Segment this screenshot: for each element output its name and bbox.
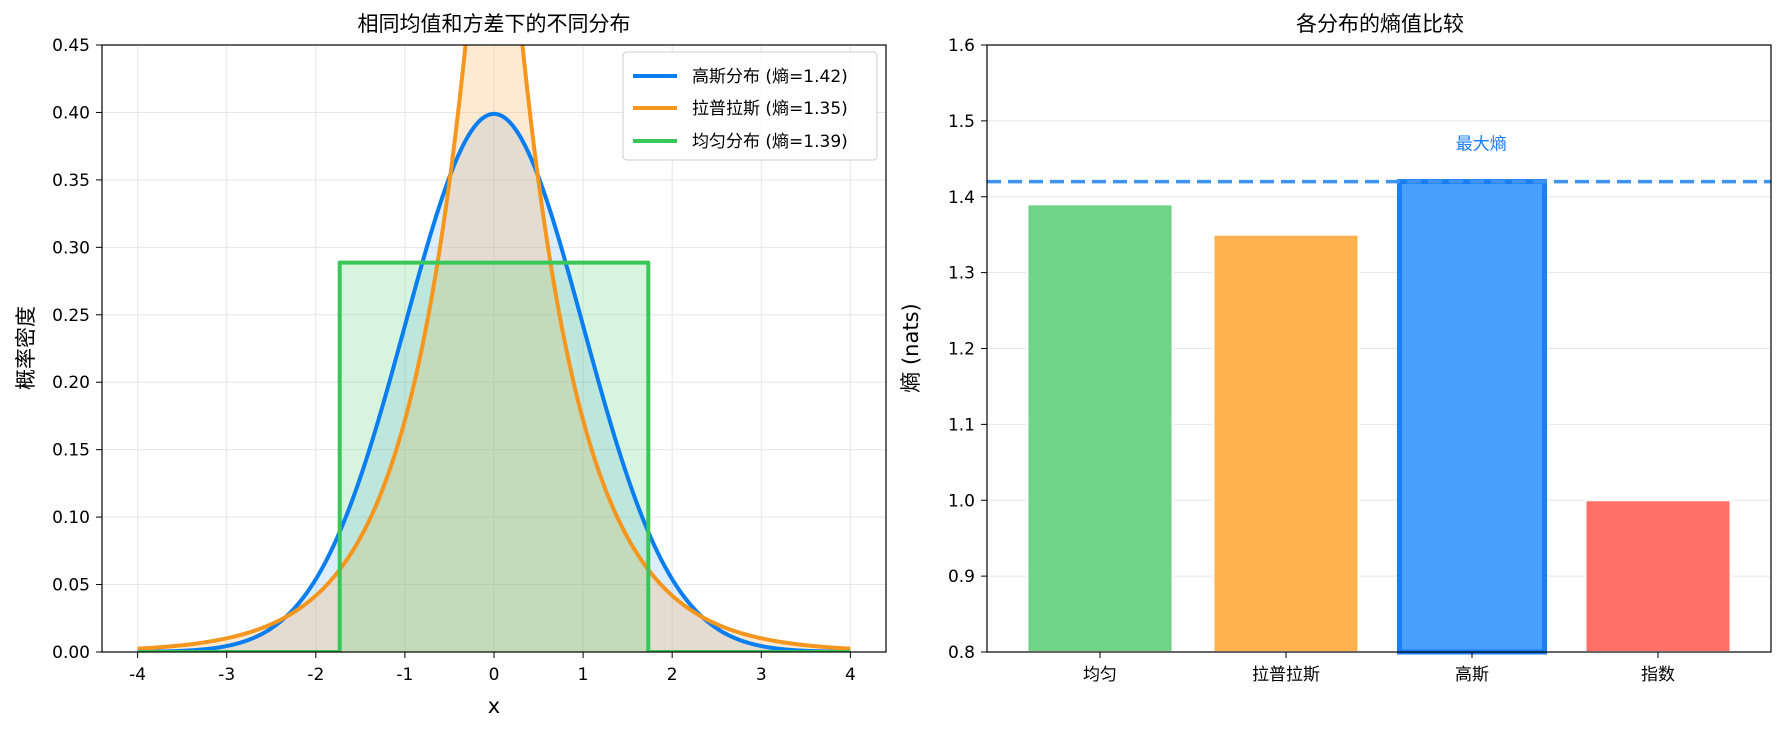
right-y-tick-label: 1.0 [948, 491, 975, 511]
legend-label-uniform: 均匀分布 (熵=1.39) [692, 132, 848, 152]
right-bars [1026, 179, 1732, 655]
left-y-tick-label: 0.20 [52, 373, 90, 393]
right-y-axis-label: 熵 (nats) [899, 303, 923, 392]
left-y-tick-label: 0.30 [52, 238, 90, 258]
left-x-tick-label: -4 [129, 665, 146, 685]
left-y-tick-label: 0.35 [52, 171, 90, 191]
left-x-tick-label: -2 [307, 665, 324, 685]
series-line-gaussian [136, 111, 852, 652]
right-y-tick-label: 1.1 [948, 415, 975, 435]
right-chart: 各分布的熵值比较 最大熵 均匀 拉普拉斯 高斯 指数 0.8 0.9 1.0 1.1 1.2 1… [899, 12, 1772, 685]
left-y-tick-label: 0.10 [52, 508, 90, 528]
bar-2 [1212, 233, 1360, 653]
legend-box [622, 51, 878, 161]
right-y-tick-label: 1.6 [948, 36, 975, 56]
series-fill-uniform [137, 262, 851, 652]
right-x-tick-label: 均匀 [1083, 665, 1117, 685]
left-x-tick-label: 0 [489, 665, 500, 685]
right-y-tick-label: 1.3 [948, 264, 975, 284]
left-x-tick-label: 4 [845, 665, 856, 685]
right-x-ticks: 均匀 拉普拉斯 高斯 指数 [1083, 652, 1675, 685]
left-x-axis-label: x [488, 694, 500, 718]
right-chart-title: 各分布的熵值比较 [1296, 12, 1464, 36]
left-y-tick-label: 0.05 [52, 576, 90, 596]
left-x-ticks: -4 -3 -2 -1 0 1 2 3 4 [129, 652, 856, 685]
left-legend: 高斯分布 (熵=1.42) 拉普拉斯 (熵=1.35) 均匀分布 (熵=1.39… [622, 51, 878, 161]
left-y-axis-label: 概率密度 [14, 306, 38, 390]
series-fill-gaussian [137, 113, 851, 652]
left-y-tick-label: 0.25 [52, 306, 90, 326]
left-y-tick-label: 0.15 [52, 441, 90, 461]
right-x-tick-label: 拉普拉斯 [1252, 665, 1320, 685]
left-x-tick-label: -1 [396, 665, 413, 685]
series-fill-laplace [137, 45, 851, 652]
left-plot-area [136, 45, 852, 652]
series-line-laplace [136, 45, 852, 651]
left-y-tick-label: 0.00 [52, 643, 90, 663]
legend-label-gaussian: 高斯分布 (熵=1.42) [692, 67, 848, 87]
left-chart: 相同均值和方差下的不同分布 -4 -3 -2 -1 0 1 2 3 4 0.00 0.05 0.10… [14, 12, 887, 718]
left-y-tick-label: 0.45 [52, 36, 90, 56]
left-x-tick-label: -3 [218, 665, 235, 685]
left-y-tick-label: 0.40 [52, 103, 90, 123]
right-y-ticks: 0.8 0.9 1.0 1.1 1.2 1.3 1.4 1.5 1.6 [948, 36, 987, 663]
bar-1 [1026, 203, 1174, 653]
left-x-tick-label: 1 [578, 665, 589, 685]
right-y-tick-label: 0.8 [948, 643, 975, 663]
left-x-tick-label: 3 [756, 665, 767, 685]
right-x-tick-label: 高斯 [1455, 665, 1489, 685]
right-y-tick-label: 0.9 [948, 567, 975, 587]
max-entropy-annotation: 最大熵 [1456, 135, 1507, 155]
bar-3 [1396, 179, 1548, 655]
bar-4 [1584, 499, 1732, 653]
series-line-uniform [137, 260, 851, 652]
right-y-tick-label: 1.5 [948, 112, 975, 132]
right-y-tick-label: 1.4 [948, 188, 975, 208]
legend-label-laplace: 拉普拉斯 (熵=1.35) [692, 99, 848, 119]
right-y-tick-label: 1.2 [948, 340, 975, 360]
right-x-tick-label: 指数 [1641, 665, 1675, 685]
left-chart-title: 相同均值和方差下的不同分布 [358, 12, 631, 36]
left-y-ticks: 0.00 0.05 0.10 0.15 0.20 0.25 0.30 0.35 0.40 0.45 [52, 36, 102, 663]
left-x-tick-label: 2 [667, 665, 678, 685]
